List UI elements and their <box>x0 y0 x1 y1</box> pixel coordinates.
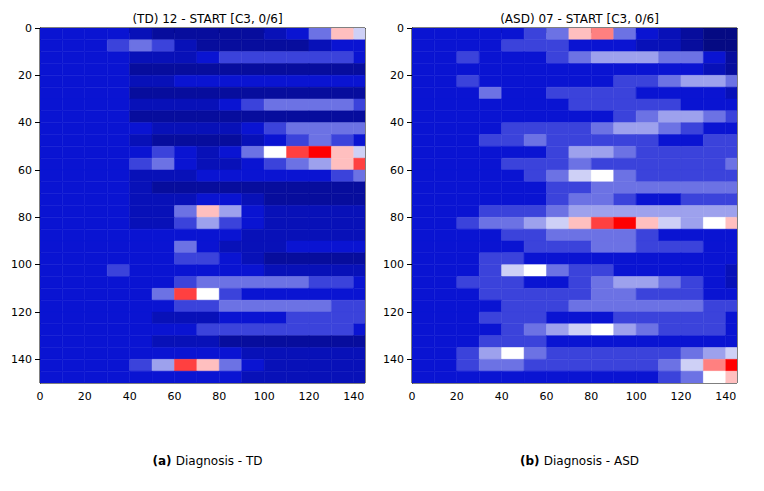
svg-text:80: 80 <box>18 211 32 224</box>
svg-text:60: 60 <box>167 390 181 403</box>
svg-text:20: 20 <box>78 390 92 403</box>
svg-text:20: 20 <box>390 69 404 82</box>
svg-text:140: 140 <box>383 353 404 366</box>
svg-text:20: 20 <box>18 69 32 82</box>
svg-text:0: 0 <box>25 22 32 35</box>
svg-text:120: 120 <box>11 306 32 319</box>
svg-text:0: 0 <box>409 390 416 403</box>
svg-text:(b): (b) <box>520 454 540 468</box>
svg-text:140: 140 <box>11 353 32 366</box>
svg-text:Diagnosis - ASD: Diagnosis - ASD <box>544 454 639 468</box>
svg-text:(a): (a) <box>152 454 171 468</box>
svg-text:60: 60 <box>539 390 553 403</box>
svg-text:100: 100 <box>11 258 32 271</box>
svg-text:80: 80 <box>212 390 226 403</box>
svg-text:0: 0 <box>37 390 44 403</box>
svg-text:80: 80 <box>584 390 598 403</box>
svg-text:40: 40 <box>495 390 509 403</box>
svg-text:(TD) 12 - START [C3, 0/6]: (TD) 12 - START [C3, 0/6] <box>132 12 282 26</box>
svg-text:40: 40 <box>123 390 137 403</box>
svg-text:60: 60 <box>18 164 32 177</box>
svg-text:100: 100 <box>383 258 404 271</box>
svg-text:100: 100 <box>254 390 275 403</box>
svg-text:100: 100 <box>626 390 647 403</box>
svg-text:140: 140 <box>343 390 364 403</box>
svg-text:60: 60 <box>390 164 404 177</box>
svg-text:0: 0 <box>397 22 404 35</box>
svg-text:140: 140 <box>715 390 736 403</box>
svg-text:Diagnosis - TD: Diagnosis - TD <box>176 454 263 468</box>
svg-text:120: 120 <box>298 390 319 403</box>
svg-text:80: 80 <box>390 211 404 224</box>
svg-text:120: 120 <box>383 306 404 319</box>
svg-text:40: 40 <box>18 116 32 129</box>
svg-text:(ASD) 07 - START [C3, 0/6]: (ASD) 07 - START [C3, 0/6] <box>500 12 659 26</box>
svg-text:40: 40 <box>390 116 404 129</box>
svg-text:20: 20 <box>450 390 464 403</box>
svg-text:120: 120 <box>670 390 691 403</box>
